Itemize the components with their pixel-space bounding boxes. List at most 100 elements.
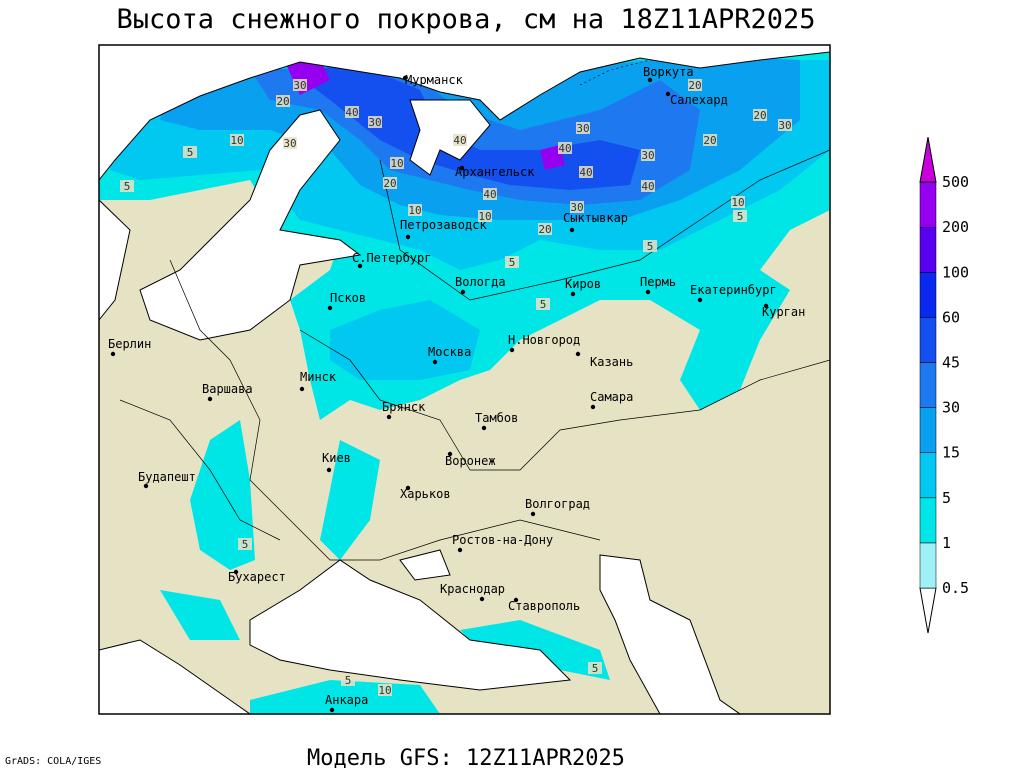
contour-label-box xyxy=(753,109,767,121)
map-area: Мурманск Воркута Салехард Архангельск Петроз… xyxy=(99,45,830,714)
colorbar-arrow-high xyxy=(919,137,937,183)
city-dot xyxy=(357,263,363,269)
contour-label-box xyxy=(408,204,422,216)
city-label: С.Петербург xyxy=(352,251,431,265)
city-label: Ставрополь xyxy=(508,599,580,613)
city-label: Пермь xyxy=(640,275,676,289)
contour-label-box xyxy=(230,134,244,146)
contour-label-box xyxy=(383,177,397,189)
contour-label-box xyxy=(505,256,519,268)
contour-label-box xyxy=(276,95,290,107)
contour-label: 10 xyxy=(731,196,744,209)
city-label: Будапешт xyxy=(138,470,196,484)
city-label: Минск xyxy=(300,370,337,384)
colorbar-label: 100 xyxy=(942,263,969,281)
contour-label-box xyxy=(558,142,572,154)
colorbar-arrow-low xyxy=(919,587,937,634)
city-dot xyxy=(326,467,332,473)
black-sea xyxy=(249,559,572,691)
city-dot xyxy=(233,569,239,575)
city-label: Воронеж xyxy=(445,454,496,468)
colorbar-label: 200 xyxy=(942,218,969,236)
city-dot xyxy=(299,386,305,392)
contour-label: 10 xyxy=(390,157,403,170)
city-dot xyxy=(570,291,576,297)
city-dot xyxy=(569,227,575,233)
city-dot xyxy=(479,596,485,602)
city-label: Казань xyxy=(590,355,633,369)
contour-label-box xyxy=(345,106,359,118)
contour-label-box xyxy=(293,79,307,91)
city-label: Бухарест xyxy=(228,570,286,584)
colorbar-swatch xyxy=(919,407,937,453)
contour-label: 30 xyxy=(283,137,296,150)
contour-label-box xyxy=(341,674,355,686)
contour-label: 40 xyxy=(641,180,654,193)
city-dot xyxy=(590,404,596,410)
city-dot xyxy=(530,511,536,517)
contour-label: 20 xyxy=(276,95,289,108)
colorbar-swatch xyxy=(919,452,937,499)
contour-label: 10 xyxy=(408,204,421,217)
colorbar-label: 45 xyxy=(942,354,960,372)
model-footer: Модель GFS: 12Z11APR2025 xyxy=(307,746,625,768)
city-label: Берлин xyxy=(108,337,151,351)
city-dot xyxy=(509,347,515,353)
city-dot xyxy=(386,414,392,420)
city-label: Курган xyxy=(762,305,805,319)
contour-label-box xyxy=(570,201,584,213)
contour-label-box xyxy=(778,119,792,131)
city-label: Харьков xyxy=(400,487,451,501)
city-dot xyxy=(329,707,335,713)
city-label: Анкара xyxy=(325,693,368,707)
contour-label: 40 xyxy=(453,134,466,147)
sea-of-azov xyxy=(399,549,451,581)
city-dot xyxy=(575,351,581,357)
city-label: Мурманск xyxy=(405,73,464,87)
city-dot xyxy=(402,75,408,81)
contour-label: 40 xyxy=(579,166,592,179)
city-label: Петрозаводск xyxy=(400,218,487,232)
colorbar-label: 30 xyxy=(942,399,960,417)
city-label: Сыктывкар xyxy=(563,211,628,225)
contour-label: 10 xyxy=(230,134,243,147)
contour-label: 5 xyxy=(540,298,547,311)
contour-label-box xyxy=(641,149,655,161)
city-dot xyxy=(405,485,411,491)
credit: GrADS: COLA/IGES xyxy=(5,756,101,767)
cities: Мурманск Воркута Салехард Архангельск Петроз… xyxy=(108,65,805,713)
snow-south xyxy=(160,420,610,714)
city-label: Брянск xyxy=(382,400,426,414)
contour-label: 5 xyxy=(124,180,131,193)
city-label: Москва xyxy=(428,345,471,359)
contour-label-box xyxy=(120,180,134,192)
city-dot xyxy=(207,396,213,402)
city-label: Салехард xyxy=(670,93,728,107)
contour-label: 5 xyxy=(647,240,654,253)
city-dot xyxy=(697,297,703,303)
contour-label-box xyxy=(183,146,197,158)
city-dot xyxy=(447,451,453,457)
contour-label-box xyxy=(483,188,497,200)
contour-label-box xyxy=(368,116,382,128)
contour-label: 30 xyxy=(778,119,791,132)
contour-label: 40 xyxy=(558,142,571,155)
contour-label-box xyxy=(283,137,297,149)
contour-label-box xyxy=(643,240,657,252)
city-dot xyxy=(143,483,149,489)
map-title: Высота снежного покрова, см на 18Z11APR2… xyxy=(117,4,816,35)
contour-label: 10 xyxy=(378,684,391,697)
city-label: Самара xyxy=(590,390,633,404)
contour-label-box xyxy=(703,134,717,146)
city-dot xyxy=(460,289,466,295)
graticule xyxy=(579,59,651,86)
borders xyxy=(119,149,830,561)
colorbar-swatch xyxy=(919,181,937,228)
city-label: Воркута xyxy=(643,65,694,79)
contour-label: 5 xyxy=(345,674,352,687)
city-label: Варшава xyxy=(202,382,253,396)
contour-label-box xyxy=(733,210,747,222)
